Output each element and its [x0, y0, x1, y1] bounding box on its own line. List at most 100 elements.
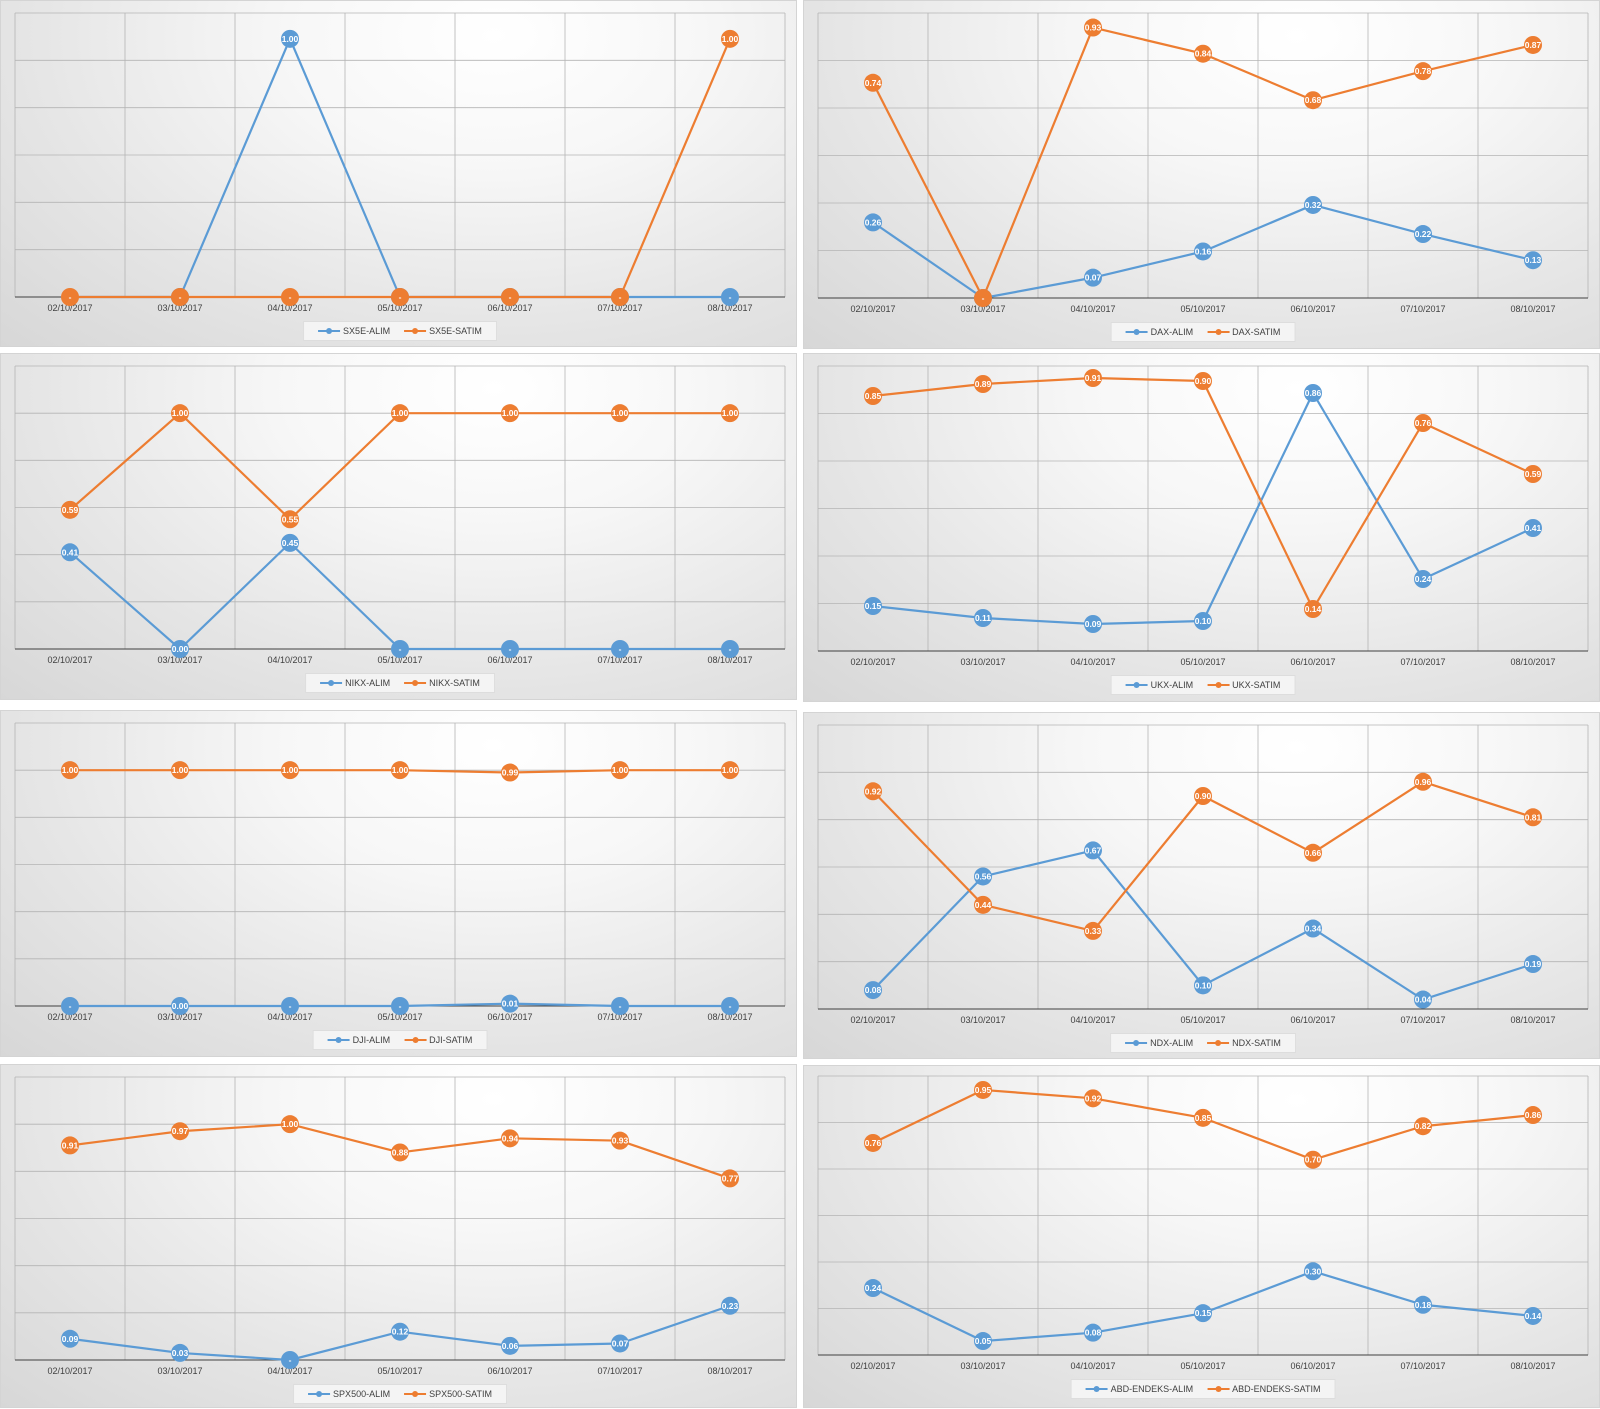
data-label: 0.89: [975, 379, 992, 389]
x-tick-label: 05/10/2017: [377, 1366, 422, 1376]
data-point: [974, 1080, 992, 1099]
data-point: [1084, 841, 1102, 860]
data-point: [171, 1343, 189, 1362]
data-point: [974, 867, 992, 886]
chart-panel-6: 02/10/2017 03/10/2017 04/10/2017 05/10/2017…: [0, 1064, 797, 1408]
data-label: 0.08: [865, 985, 882, 995]
data-point: [391, 404, 409, 423]
legend-label: DJI-ALIM: [352, 1035, 391, 1045]
data-point: [721, 288, 739, 306]
data-point: [501, 994, 519, 1013]
legend-swatch-icon: [1207, 682, 1230, 688]
data-label: 1.00: [282, 765, 299, 775]
legend-swatch-icon: [404, 328, 427, 334]
x-tick-label: 06/10/2017: [1290, 657, 1335, 667]
data-label: 0.07: [1085, 273, 1102, 283]
legend-swatch-icon: [404, 680, 427, 686]
legend-swatch-icon: [308, 1391, 331, 1397]
x-tick-label: 04/10/2017: [1070, 657, 1115, 667]
legend-swatch-icon: [327, 1037, 350, 1043]
data-point: [171, 404, 189, 423]
data-label: 0.76: [1415, 418, 1432, 428]
line-chart: 02/10/2017 03/10/2017 04/10/2017 05/10/2017…: [14, 1076, 786, 1376]
data-label: -: [179, 292, 182, 302]
data-point: [501, 1336, 519, 1355]
x-tick-label: 08/10/2017: [1510, 1015, 1555, 1025]
data-label: 0.13: [1525, 255, 1542, 265]
data-point: [1524, 808, 1542, 827]
data-label: -: [69, 292, 72, 302]
legend-label: DAX-ALIM: [1150, 327, 1194, 337]
x-tick-label: 07/10/2017: [597, 1366, 642, 1376]
data-point: [61, 1136, 79, 1155]
x-tick-label: 02/10/2017: [47, 303, 92, 313]
data-point: [974, 375, 992, 393]
chart-legend: SPX500-ALIM SPX500-SATIM: [293, 1384, 507, 1404]
data-point: [281, 533, 299, 552]
legend-label: SPX500-ALIM: [333, 1389, 391, 1399]
chart-panel-2: 02/10/2017 03/10/2017 04/10/2017 05/10/2017…: [0, 353, 797, 700]
data-point: [1414, 772, 1432, 791]
data-point: [864, 1133, 882, 1152]
data-point: [721, 761, 739, 780]
data-label: -: [509, 644, 512, 654]
legend-item: SX5E-SATIM: [404, 326, 482, 336]
data-label: 0.91: [1085, 373, 1102, 383]
data-point: [1524, 1106, 1542, 1125]
data-label: 1.00: [722, 408, 739, 418]
x-tick-label: 03/10/2017: [960, 1015, 1005, 1025]
data-point: [1414, 1295, 1432, 1314]
legend-item: NIKX-SATIM: [404, 678, 480, 688]
x-tick-label: 06/10/2017: [1290, 1015, 1335, 1025]
data-label: 0.70: [1305, 1155, 1322, 1165]
data-label: 0.86: [1305, 388, 1322, 398]
data-point: [281, 29, 299, 48]
data-label: -: [399, 292, 402, 302]
legend-label: NDX-ALIM: [1150, 1038, 1194, 1048]
data-label: -: [619, 292, 622, 302]
data-label: 0.24: [1415, 574, 1432, 584]
data-point: [1414, 570, 1432, 588]
x-tick-label: 05/10/2017: [1180, 657, 1225, 667]
data-label: 0.15: [865, 601, 882, 611]
data-point: [1304, 919, 1322, 938]
legend-label: NDX-SATIM: [1232, 1038, 1281, 1048]
data-point: [721, 997, 739, 1015]
data-point: [611, 404, 629, 423]
legend-label: DAX-SATIM: [1232, 327, 1281, 337]
data-label: 0.23: [722, 1301, 739, 1311]
data-label: 1.00: [282, 34, 299, 44]
x-tick-label: 04/10/2017: [1070, 1361, 1115, 1371]
data-point: [171, 997, 189, 1015]
data-point: [501, 404, 519, 423]
data-label: -: [982, 293, 985, 303]
legend-label: NIKX-ALIM: [345, 678, 391, 688]
legend-label: SX5E-ALIM: [343, 326, 391, 336]
legend-label: NIKX-SATIM: [429, 678, 480, 688]
data-point: [611, 761, 629, 780]
data-label: -: [69, 1001, 72, 1011]
data-point: [864, 782, 882, 801]
x-tick-label: 05/10/2017: [377, 1012, 422, 1022]
data-label: 0.01: [502, 999, 519, 1009]
data-point: [171, 1122, 189, 1141]
x-tick-label: 05/10/2017: [1180, 304, 1225, 314]
data-point: [1084, 1323, 1102, 1342]
data-label: 1.00: [392, 408, 409, 418]
legend-label: SX5E-SATIM: [429, 326, 482, 336]
data-point: [281, 510, 299, 529]
data-point: [864, 1279, 882, 1298]
data-label: 0.56: [975, 871, 992, 881]
data-label: 0.85: [1195, 1113, 1212, 1123]
data-label: 1.00: [722, 34, 739, 44]
line-chart: 02/10/2017 03/10/2017 04/10/2017 05/10/2017…: [14, 365, 786, 665]
line-chart: 02/10/2017 03/10/2017 04/10/2017 05/10/2017…: [817, 1075, 1589, 1371]
data-point: [1084, 18, 1102, 37]
legend-item: UKX-SATIM: [1207, 680, 1280, 690]
x-tick-label: 03/10/2017: [157, 1012, 202, 1022]
legend-item: SPX500-ALIM: [308, 1389, 390, 1399]
x-tick-label: 04/10/2017: [267, 655, 312, 665]
data-label: 0.16: [1195, 246, 1212, 256]
data-point: [61, 500, 79, 519]
data-label: 0.55: [282, 514, 299, 524]
